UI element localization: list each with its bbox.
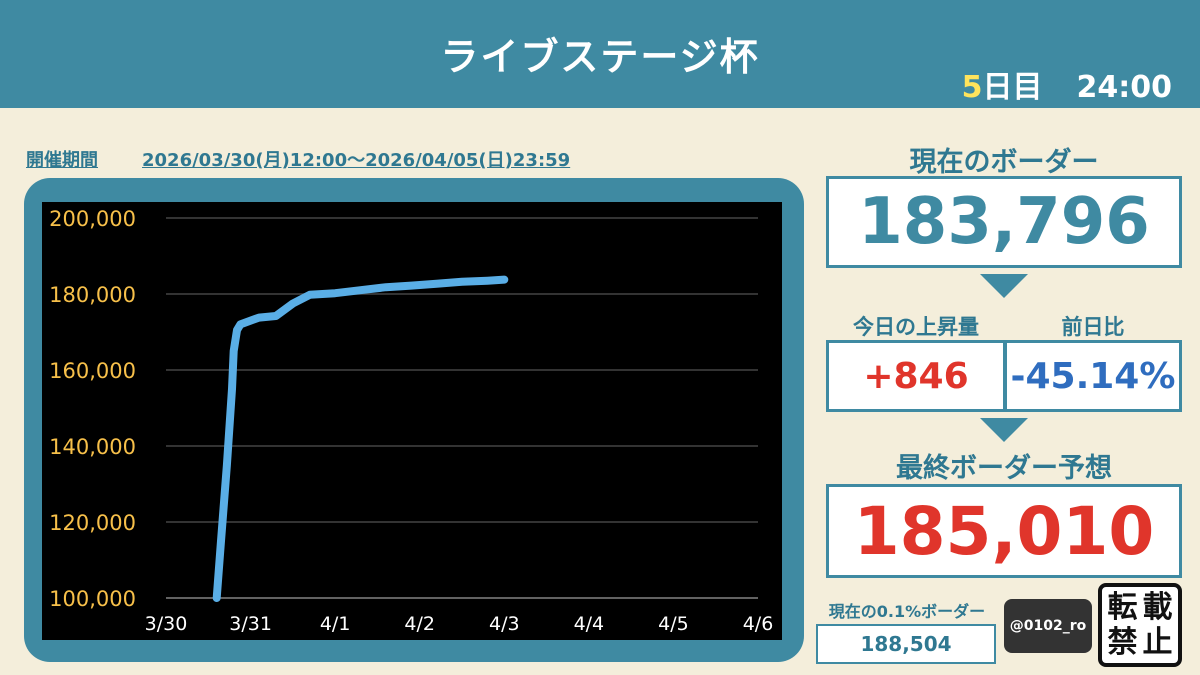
- day-suffix: 日目: [982, 70, 1043, 105]
- x-tick-label: 3/31: [229, 613, 272, 635]
- prev-day-ratio-value: -45.14%: [1004, 340, 1182, 412]
- no-repost-char: 転: [1107, 589, 1138, 625]
- author-handle: @0102_ro: [1004, 599, 1092, 653]
- x-tick-label: 4/4: [574, 613, 605, 635]
- today-rise-label: 今日の上昇量: [853, 315, 979, 339]
- y-tick-label: 100,000: [49, 587, 136, 611]
- x-tick-label: 4/6: [743, 613, 774, 635]
- current-time: 24:00: [1076, 70, 1173, 105]
- y-tick-label: 180,000: [49, 283, 136, 307]
- top-border-value: 188,504: [816, 624, 996, 664]
- x-tick-label: 4/2: [404, 613, 435, 635]
- top-border-label: 現在の0.1%ボーダー: [828, 602, 986, 621]
- current-border-value: 183,796: [826, 176, 1182, 268]
- x-tick-label: 4/3: [489, 613, 520, 635]
- period-label: 開催期間: [26, 150, 98, 171]
- y-tick-label: 200,000: [49, 207, 136, 231]
- current-border-label: 現在のボーダー: [909, 147, 1099, 178]
- event-title: ライブステージ杯: [440, 35, 760, 79]
- no-repost-badge: 転 載 禁 止: [1098, 583, 1182, 667]
- x-tick-label: 3/30: [145, 613, 188, 635]
- day-info: 5日目 24:00: [962, 62, 1172, 106]
- no-repost-char: 止: [1142, 624, 1173, 660]
- border-series-line: [212, 275, 509, 602]
- y-tick-label: 140,000: [49, 435, 136, 459]
- today-rise-value: +846: [826, 340, 1006, 412]
- prev-day-ratio-label: 前日比: [1061, 315, 1125, 339]
- y-tick-label: 160,000: [49, 359, 136, 383]
- x-tick-label: 4/5: [658, 613, 689, 635]
- no-repost-char: 載: [1142, 589, 1173, 625]
- day-number: 5: [961, 70, 983, 105]
- border-line-chart: 200,000 180,000 160,000 140,000 120,000 100,0…: [42, 202, 782, 640]
- chart-plot-area: [42, 202, 782, 640]
- y-tick-label: 120,000: [49, 511, 136, 535]
- event-period: 開催期間 2026/03/30(月)12:00～2026/04/05(日)23:5…: [26, 146, 570, 172]
- x-tick-label: 4/1: [320, 613, 351, 635]
- final-prediction-value: 185,010: [826, 484, 1182, 578]
- no-repost-char: 禁: [1107, 624, 1138, 660]
- down-arrow-icon: [980, 274, 1028, 298]
- period-range: 2026/03/30(月)12:00～2026/04/05(日)23:59: [142, 150, 571, 171]
- down-arrow-icon: [980, 418, 1028, 442]
- final-prediction-label: 最終ボーダー予想: [896, 453, 1112, 484]
- header-bar: ライブステージ杯 5日目 24:00: [0, 0, 1200, 108]
